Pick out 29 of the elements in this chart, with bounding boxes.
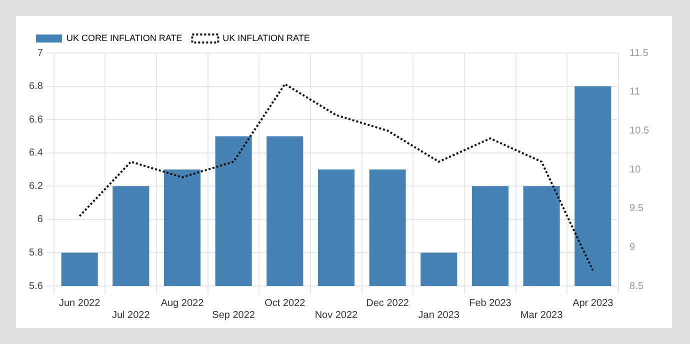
y-tick-label: 5.6 — [28, 280, 44, 292]
y2-tick-label: 11 — [630, 86, 640, 98]
y2-tick-label: 8.5 — [630, 280, 644, 292]
legend-label: UK INFLATION RATE — [222, 32, 310, 43]
x-tick-label: Apr 2023 — [572, 298, 614, 309]
x-tick-label: Aug 2022 — [160, 298, 204, 309]
y-tick-label: 7 — [37, 48, 44, 59]
y2-tick-label: 10.5 — [630, 125, 650, 136]
x-tick-label: Sep 2022 — [212, 310, 256, 321]
x-tick-label: Feb 2023 — [469, 298, 512, 309]
line-series — [78, 83, 594, 272]
x-tick-label: Oct 2022 — [264, 298, 306, 309]
y-tick-label: 6 — [37, 214, 44, 226]
legend-label: UK CORE INFLATION RATE — [66, 32, 182, 43]
x-tick-label: Jan 2023 — [418, 310, 460, 321]
x-tick-label: Mar 2023 — [520, 310, 564, 321]
x-tick-label: Dec 2022 — [366, 298, 410, 309]
y2-tick-label: 11.5 — [630, 48, 649, 59]
y-tick-label: 6.8 — [28, 81, 44, 92]
x-tick-label: Jun 2022 — [58, 298, 101, 309]
y2-tick-label: 9.5 — [630, 203, 644, 214]
y2-tick-label: 10 — [630, 164, 642, 176]
y-tick-label: 6.4 — [28, 148, 44, 159]
x-tick-label: Nov 2022 — [314, 310, 358, 321]
y-tick-label: 6.2 — [28, 180, 44, 192]
y-tick-label: 6.6 — [28, 114, 44, 126]
y2-tick-label: 9 — [630, 242, 636, 253]
y-tick-label: 5.8 — [28, 247, 44, 258]
x-tick-label: Jul 2022 — [112, 310, 150, 321]
